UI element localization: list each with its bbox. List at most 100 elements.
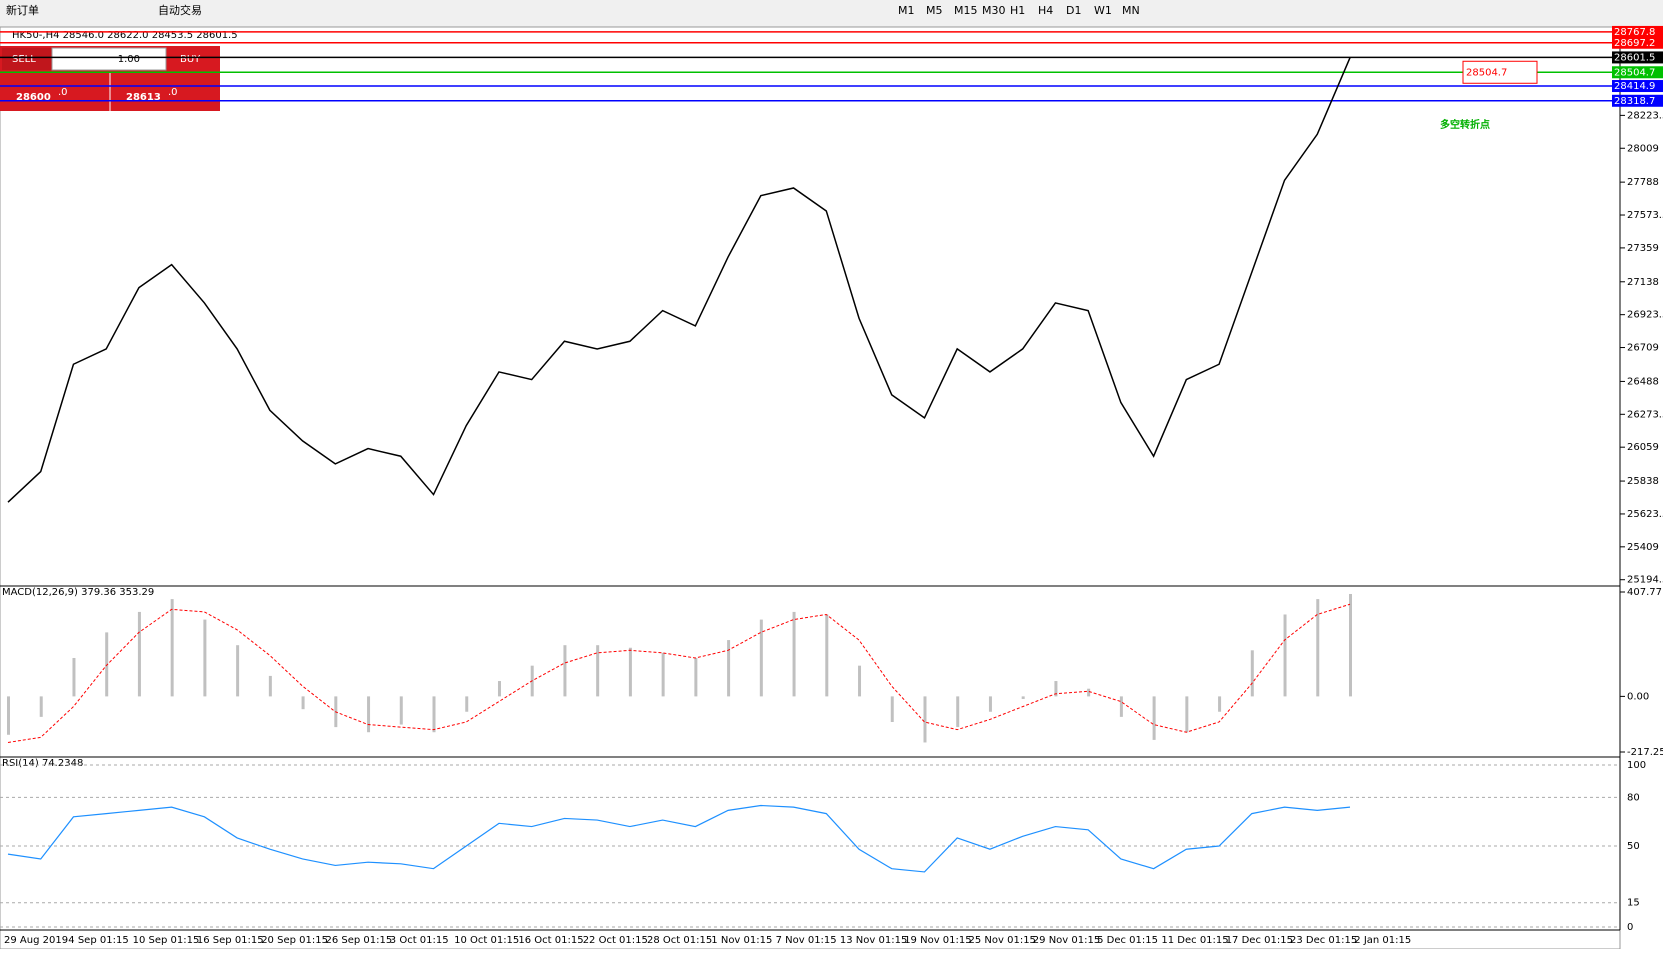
x-tick-label: 10 Oct 01:15	[454, 935, 519, 946]
macd-bar	[301, 696, 305, 710]
y-tick-label: 25838	[1627, 476, 1659, 487]
symbol-info: HK50-,H4 28546.0 28622.0 28453.5 28601.5	[12, 30, 238, 41]
x-tick-label: 16 Oct 01:15	[518, 935, 583, 946]
macd-bar	[759, 619, 763, 697]
timeframe-button[interactable]: M15	[954, 4, 978, 17]
x-tick-label: 26 Sep 01:15	[326, 935, 393, 946]
x-tick-label: 11 Dec 01:15	[1161, 935, 1228, 946]
x-tick-label: 1 Nov 01:15	[711, 935, 772, 946]
macd-bar	[399, 696, 403, 725]
macd-bar	[628, 647, 632, 697]
macd-bar	[367, 696, 371, 733]
annotation: 28504.7	[1466, 67, 1507, 78]
price-tag-label: 28697.2	[1614, 38, 1655, 49]
timeframe-button[interactable]: M1	[898, 4, 915, 17]
macd-bar	[1021, 696, 1025, 699]
annotation-box	[1462, 60, 1538, 84]
y-tick-label: -217.25	[1627, 747, 1663, 758]
rsi-label: RSI(14) 74.2348	[2, 758, 83, 769]
x-tick-label: 25 Nov 01:15	[969, 935, 1036, 946]
x-tick-label: 28 Oct 01:15	[647, 935, 712, 946]
price-tag	[1612, 36, 1663, 49]
macd-bar	[727, 640, 731, 697]
y-tick-label: 26923.5	[1627, 310, 1663, 321]
x-tick-label: 19 Nov 01:15	[904, 935, 971, 946]
timeframe-button[interactable]: MN	[1122, 4, 1140, 17]
x-tick-label: 3 Oct 01:15	[390, 935, 449, 946]
macd-bar	[1087, 688, 1091, 697]
price-tag-label: 28601.5	[1614, 52, 1655, 63]
y-tick-label: 50	[1627, 841, 1640, 852]
macd-bar	[432, 696, 436, 733]
macd-bar	[1316, 599, 1320, 697]
sell-price-tail: .0	[58, 87, 68, 98]
macd-bar	[792, 611, 796, 697]
lot-input[interactable]: 1.00	[118, 54, 140, 65]
price-tag	[1612, 51, 1663, 64]
price-tag	[1612, 94, 1663, 107]
macd-bar	[203, 619, 207, 697]
timeframe-button[interactable]: M30	[982, 4, 1006, 17]
macd-bar	[988, 696, 992, 712]
macd-bar	[923, 696, 927, 743]
macd-bar	[661, 652, 665, 697]
macd-bar	[497, 681, 501, 697]
y-tick-label: 0	[1627, 922, 1633, 933]
rsi-line	[7, 804, 1351, 873]
sell-price: 28600	[16, 92, 51, 103]
y-tick-label: 25623.5	[1627, 509, 1663, 520]
macd-bar	[105, 632, 109, 697]
timeframe-button[interactable]: H1	[1010, 4, 1025, 17]
macd-bar	[596, 645, 600, 697]
x-tick-label: 20 Sep 01:15	[261, 935, 328, 946]
timeframe-button[interactable]: D1	[1066, 4, 1081, 17]
toolbar	[0, 0, 1663, 27]
macd-bar	[694, 657, 698, 697]
macd-bar	[465, 696, 469, 712]
macd-bar	[7, 696, 10, 735]
y-tick-label: 100	[1627, 760, 1646, 771]
y-tick-label: 26059	[1627, 442, 1659, 453]
macd-bar	[137, 611, 141, 697]
macd-label: MACD(12,26,9) 379.36 353.29	[2, 587, 154, 598]
y-tick-label: 26709	[1627, 343, 1659, 354]
x-tick-label: 13 Nov 01:15	[840, 935, 907, 946]
macd-bar	[236, 645, 240, 697]
x-tick-label: 17 Dec 01:15	[1226, 935, 1293, 946]
auto-trading-button[interactable]: 自动交易	[158, 3, 202, 17]
timeframe-button[interactable]: M5	[926, 4, 943, 17]
timeframe-button[interactable]: W1	[1094, 4, 1112, 17]
y-tick-label: 27359	[1627, 243, 1659, 254]
macd-bar	[1119, 696, 1123, 717]
timeframe-button[interactable]: H4	[1038, 4, 1053, 17]
new-order-button[interactable]: 新订单	[6, 3, 39, 17]
macd-bar	[890, 696, 894, 722]
macd-bar	[1218, 696, 1222, 712]
price-tag	[1612, 25, 1663, 38]
price-line	[7, 57, 1351, 503]
macd-bar	[1250, 650, 1254, 697]
macd-bar	[170, 599, 174, 697]
macd-bar	[72, 657, 76, 697]
x-tick-label: 10 Sep 01:15	[133, 935, 200, 946]
y-tick-label: 26488	[1627, 376, 1659, 387]
macd-bar	[1152, 696, 1156, 740]
y-tick-label: 28223.5	[1627, 110, 1663, 121]
y-tick-label: 15	[1627, 898, 1640, 909]
price-tag-label: 28318.7	[1614, 96, 1655, 107]
signal-line	[7, 603, 1351, 743]
buy-button[interactable]: BUY	[180, 54, 201, 65]
sell-button[interactable]: SELL	[12, 54, 36, 65]
macd-bar	[1349, 593, 1352, 697]
x-tick-label: 29 Aug 2019	[4, 935, 68, 946]
y-tick-label: 27138	[1627, 277, 1659, 288]
y-tick-label: 27573.5	[1627, 210, 1663, 221]
y-tick-label: 27788	[1627, 177, 1659, 188]
x-tick-label: 29 Nov 01:15	[1033, 935, 1100, 946]
macd-bar	[268, 675, 272, 697]
y-tick-label: 25409	[1627, 542, 1659, 553]
macd-bar	[563, 645, 567, 697]
x-tick-label: 7 Nov 01:15	[776, 935, 837, 946]
x-tick-label: 2 Jan 01:15	[1354, 935, 1411, 946]
y-tick-label: 0.00	[1627, 691, 1649, 702]
